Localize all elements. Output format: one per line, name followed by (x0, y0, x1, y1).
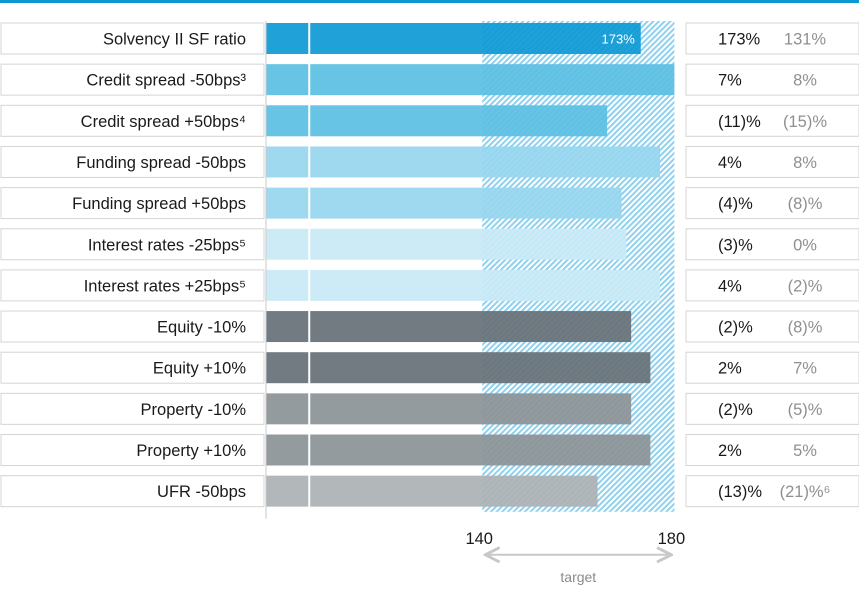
previous-value: (2)% (788, 277, 823, 295)
row-value-box (685, 434, 859, 466)
bar (266, 146, 660, 178)
row-label-box (0, 392, 265, 425)
current-value: (11)% (718, 113, 761, 131)
row-label: Interest rates +25bps⁵ (84, 277, 246, 295)
row-label: Credit spread +50bps⁴ (81, 113, 246, 131)
row-label: Property +10% (136, 442, 246, 460)
bar (266, 393, 632, 425)
x-tick-label: 180 (658, 530, 686, 548)
row-label-box (0, 63, 265, 96)
row-value-box (685, 392, 859, 425)
current-value: 7% (718, 72, 742, 90)
previous-value: 5% (793, 442, 817, 460)
row-value-box (685, 228, 859, 261)
current-value: (4)% (718, 195, 753, 213)
row-value-box (685, 22, 859, 55)
current-value: 173% (718, 31, 761, 49)
current-value: 4% (718, 277, 742, 295)
bar (266, 23, 641, 54)
previous-value: (8)% (788, 195, 823, 213)
previous-value: (8)% (788, 319, 823, 337)
bar (266, 475, 598, 507)
row-value-box (685, 145, 859, 178)
bar (266, 228, 627, 260)
row-value-box (685, 351, 859, 384)
bar (266, 434, 651, 466)
row-label: Equity +10% (153, 360, 246, 378)
previous-value: (21)%⁶ (780, 483, 831, 501)
bar (266, 187, 622, 219)
row-label-box (0, 351, 265, 384)
row-label: Interest rates -25bps⁵ (88, 236, 246, 254)
row-value-box (685, 104, 859, 137)
row-label: Property -10% (141, 401, 247, 419)
bar (266, 269, 660, 301)
target-range-label-line1: target (560, 569, 596, 585)
row-label: Solvency II SF ratio (103, 31, 246, 49)
previous-value: 8% (793, 154, 817, 172)
previous-value: 8% (793, 72, 817, 90)
row-value-box (685, 63, 859, 96)
row-label: UFR -50bps (157, 483, 246, 501)
bar (266, 64, 675, 96)
current-value: 2% (718, 442, 742, 460)
row-label: Credit spread -50bps³ (86, 72, 246, 90)
current-value: (2)% (718, 401, 753, 419)
bar (266, 311, 632, 343)
bar (266, 352, 651, 384)
current-value: (2)% (718, 319, 753, 337)
row-label-box (0, 475, 265, 508)
row-value-box (685, 269, 859, 302)
row-label-box (0, 187, 265, 220)
row-label: Equity -10% (157, 319, 246, 337)
row-label: Funding spread +50bps (72, 195, 246, 213)
x-tick-label: 140 (465, 530, 493, 548)
current-value: (13)% (718, 483, 762, 501)
bar (266, 105, 608, 137)
row-label-box (0, 104, 265, 137)
row-value-box (685, 187, 859, 220)
previous-value: (15)% (783, 113, 827, 131)
previous-value: 131% (784, 31, 827, 49)
target-range-band (482, 21, 675, 512)
previous-value: 7% (793, 360, 817, 378)
row-label-box (0, 228, 265, 261)
row-label-box (0, 145, 265, 178)
current-value: 2% (718, 360, 742, 378)
previous-value: 0% (793, 236, 817, 254)
row-label-box (0, 269, 265, 302)
row-label-box (0, 434, 265, 466)
row-label-box (0, 310, 265, 343)
row-label: Funding spread -50bps (76, 154, 246, 172)
row-value-box (685, 475, 859, 508)
current-value: (3)% (718, 236, 753, 254)
bar-value-label: 173% (602, 32, 636, 47)
row-value-box (685, 310, 859, 343)
top-rule (0, 0, 859, 3)
previous-value: (5)% (788, 401, 823, 419)
current-value: 4% (718, 154, 742, 172)
row-label-box (0, 22, 265, 55)
